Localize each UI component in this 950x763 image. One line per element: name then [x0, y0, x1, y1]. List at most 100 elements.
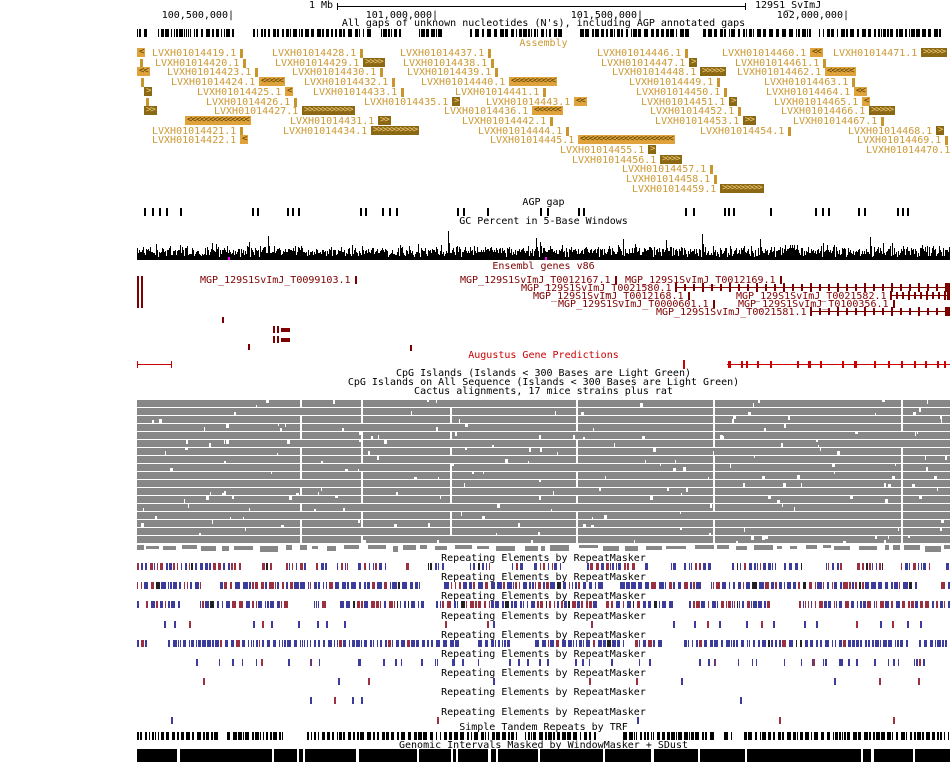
transcript-intron-line[interactable] [675, 287, 950, 288]
agp-gap-tick[interactable] [287, 208, 289, 216]
alignment-fragment[interactable] [694, 545, 715, 550]
strand-arrows-block[interactable]: >>>>>>>>>>> [302, 105, 355, 115]
repeat-mark[interactable] [352, 697, 354, 704]
repeat-mark[interactable] [477, 659, 479, 666]
alignment-fragment[interactable] [259, 546, 278, 552]
ensembl-transcript-label[interactable]: MGP_129S1SvImJ_T0021582.1 [736, 291, 887, 302]
assembly-item-label[interactable]: LVXH01014430.1 [292, 67, 377, 78]
transcript-exon-tick[interactable] [891, 307, 893, 316]
repeat-mark[interactable] [892, 659, 894, 666]
agp-gap-tick[interactable] [457, 208, 459, 216]
repeat-mark[interactable] [873, 659, 876, 666]
alignment-fragment[interactable] [495, 546, 516, 551]
augustus-intron-line[interactable] [727, 364, 950, 365]
repeat-mark[interactable] [298, 621, 300, 628]
repeat-mark[interactable] [344, 621, 346, 628]
alignment-fragment[interactable] [859, 546, 878, 550]
ensembl-transcript-bar[interactable] [893, 300, 895, 308]
assembly-item-label[interactable]: LVXH01014444.1 [478, 126, 563, 137]
transcript-exon-tick[interactable] [738, 284, 740, 291]
agp-gap-tick[interactable] [396, 208, 398, 216]
strand-arrows-block[interactable]: <<<<< [259, 76, 286, 86]
strand-arrows-block[interactable]: < [240, 134, 249, 144]
alignment-row[interactable] [137, 440, 950, 447]
assembly-item-label[interactable]: LVXH01014448.1 [612, 67, 697, 78]
repeat-mark[interactable] [637, 717, 639, 724]
repeat-mark[interactable] [681, 678, 683, 685]
alignment-fragment[interactable] [476, 546, 490, 550]
transcript-exon-tick[interactable] [828, 284, 830, 291]
strand-arrows-block[interactable]: <<<<<<<<<<<<<<<<<<<<< [578, 134, 675, 144]
transcript-exon-tick[interactable] [927, 284, 929, 291]
alignment-fragment[interactable] [549, 545, 570, 551]
transcript-exon-tick[interactable] [819, 284, 821, 291]
transcript-exon-tick[interactable] [837, 283, 839, 292]
assembly-item-label[interactable]: LVXH01014422.1 [152, 135, 237, 146]
alignment-fragment[interactable] [524, 546, 539, 552]
augustus-exon-tick[interactable] [842, 361, 844, 368]
assembly-item-label[interactable]: LVXH01014449.1 [629, 77, 714, 88]
agp-gap-tick[interactable] [578, 208, 580, 216]
repeat-mark[interactable] [914, 659, 916, 666]
transcript-exon-tick[interactable] [900, 284, 902, 291]
transcript-exon-tick[interactable] [900, 308, 902, 315]
repeat-mark[interactable] [232, 659, 235, 666]
repeat-mark[interactable] [395, 659, 398, 666]
ensembl-transcript-label[interactable]: MGP_129S1SvImJ_T0021580.1 [521, 283, 672, 294]
agp-gap-tick[interactable] [907, 208, 909, 216]
alignment-row[interactable] [137, 416, 950, 423]
transcript-exon-tick[interactable] [914, 292, 916, 299]
alignment-fragment[interactable] [393, 546, 399, 552]
ensembl-small-tick[interactable] [248, 344, 250, 350]
contig-bar[interactable] [852, 78, 855, 87]
ensembl-transcript-label[interactable]: MGP_129S1SvImJ_T0000601.1 [558, 299, 709, 310]
repeat-mark[interactable] [518, 659, 521, 666]
agp-gap-tick[interactable] [298, 208, 300, 216]
agp-gap-tick[interactable] [382, 208, 384, 216]
transcript-exon-tick[interactable] [926, 291, 928, 300]
ensembl-small-glyph[interactable] [281, 338, 290, 342]
repeat-mark[interactable] [707, 621, 709, 628]
augustus-bracket-line[interactable] [137, 364, 171, 365]
alignment-fragment[interactable] [806, 545, 817, 549]
repeat-mark[interactable] [694, 621, 696, 628]
agp-gap-tick[interactable] [897, 208, 899, 216]
contig-bar[interactable] [724, 88, 727, 97]
agp-gap-tick[interactable] [144, 208, 146, 216]
repeat-mark[interactable] [918, 659, 921, 666]
transcript-exon-tick[interactable] [846, 284, 848, 291]
alignment-row[interactable] [137, 496, 950, 503]
alignment-fragment[interactable] [625, 546, 638, 552]
repeat-mark[interactable] [746, 621, 748, 628]
agp-gap-tick[interactable] [257, 208, 259, 216]
agp-gap-tick[interactable] [463, 208, 465, 216]
alignment-row[interactable] [137, 512, 950, 519]
contig-bar[interactable] [255, 68, 258, 77]
ensembl-transcript-bar[interactable] [615, 276, 617, 284]
ensembl-small-glyph[interactable] [277, 336, 279, 343]
alignment-fragment[interactable] [327, 546, 337, 552]
augustus-exon-tick[interactable] [925, 361, 927, 368]
agp-gap-tick[interactable] [166, 208, 168, 216]
ensembl-small-glyph[interactable] [273, 326, 275, 333]
ensembl-transcript-label[interactable]: MGP_129S1SvImJ_T0021581.1 [656, 307, 807, 318]
assembly-item-label[interactable]: LVXH01014445.1 [490, 135, 575, 146]
assembly-item-label[interactable]: LVXH01014467.1 [793, 116, 878, 127]
alignment-row[interactable] [137, 424, 950, 431]
alignment-fragment[interactable] [603, 546, 620, 551]
assembly-item-label[interactable]: LVXH01014419.1 [152, 48, 237, 59]
agp-gap-tick[interactable] [902, 208, 904, 216]
strand-arrows-block[interactable]: << [574, 96, 587, 106]
alignment-fragment[interactable] [233, 546, 254, 550]
agp-gap-tick[interactable] [292, 208, 294, 216]
ensembl-transcript-label[interactable]: MGP_129S1SvImJ_T0012167.1 [460, 275, 611, 286]
repeat-mark[interactable] [319, 659, 321, 666]
strand-arrows-block[interactable]: << [137, 66, 150, 76]
strand-arrows-block[interactable]: > [729, 96, 738, 106]
strand-arrows-block[interactable]: >>>> [660, 154, 682, 164]
repeat-mark[interactable] [880, 621, 882, 628]
transcript-exon-tick[interactable] [944, 291, 946, 300]
repeat-mark[interactable] [437, 717, 439, 724]
